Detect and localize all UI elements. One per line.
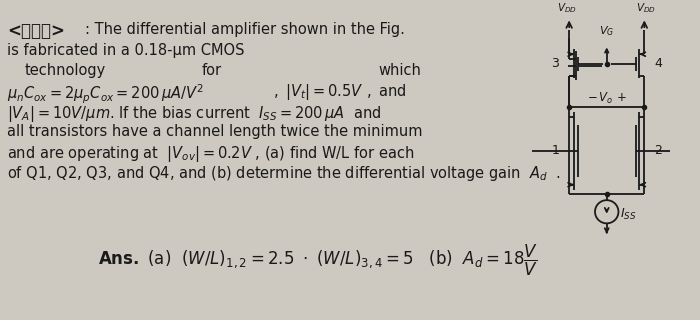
Text: $,\ |V_t|=0.5V$: $,\ |V_t|=0.5V$ xyxy=(273,82,364,102)
Text: 2: 2 xyxy=(654,144,662,157)
Text: of Q1, Q2, Q3, and Q4, and (b) determine the differential voltage gain  $A_d$  .: of Q1, Q2, Q3, and Q4, and (b) determine… xyxy=(7,164,561,183)
Text: $V_G$: $V_G$ xyxy=(599,24,615,38)
Text: 1: 1 xyxy=(552,144,559,157)
Text: $-\,V_o\,+$: $-\,V_o\,+$ xyxy=(587,91,626,107)
Text: $\mathbf{Ans.}$ (a)  $(W/L)_{1,2}=2.5\ \cdot\ (W/L)_{3,4}=5$   (b)  $A_d=18\dfra: $\mathbf{Ans.}$ (a) $(W/L)_{1,2}=2.5\ \c… xyxy=(97,243,538,278)
Text: $,$ and: $,$ and xyxy=(366,82,406,100)
Text: technology: technology xyxy=(25,63,106,78)
Text: $|V_A|=10V/\mu m$. If the bias current  $I_{SS}=200\,\mu A$  and: $|V_A|=10V/\mu m$. If the bias current $… xyxy=(7,103,382,124)
Text: <練習題>: <練習題> xyxy=(7,22,65,40)
Text: is fabricated in a 0.18-μm CMOS: is fabricated in a 0.18-μm CMOS xyxy=(7,43,244,58)
Text: 3: 3 xyxy=(552,57,559,70)
Text: for: for xyxy=(202,63,222,78)
Text: which: which xyxy=(379,63,421,78)
Text: 4: 4 xyxy=(654,57,662,70)
Text: : The differential amplifier shown in the Fig.: : The differential amplifier shown in th… xyxy=(85,22,405,37)
Text: and are operating at  $|V_{ov}|=0.2V$ , (a) find W/L for each: and are operating at $|V_{ov}|=0.2V$ , (… xyxy=(7,144,414,164)
Text: all transistors have a channel length twice the minimum: all transistors have a channel length tw… xyxy=(7,124,422,139)
Text: $\mu_n C_{ox}=2\mu_p C_{ox}=200\,\mu A/V^2$: $\mu_n C_{ox}=2\mu_p C_{ox}=200\,\mu A/V… xyxy=(7,82,204,106)
Text: $I_{SS}$: $I_{SS}$ xyxy=(620,207,637,222)
Text: $V_{DD}$: $V_{DD}$ xyxy=(636,1,656,15)
Text: $V_{DD}$: $V_{DD}$ xyxy=(557,1,578,15)
